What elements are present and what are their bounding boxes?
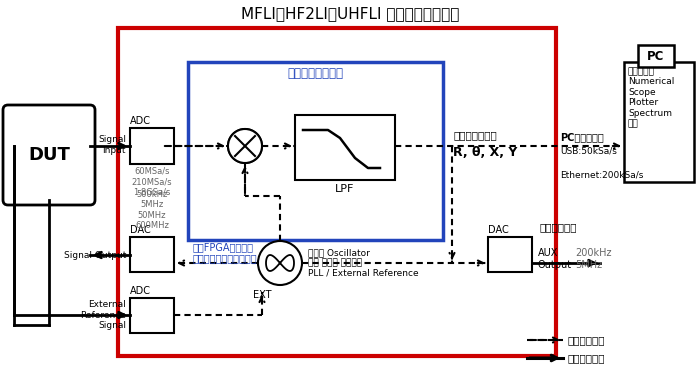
Bar: [130, 237, 174, 272]
Text: 500kHz
5MHz
50MHz
600MHz: 500kHz 5MHz 50MHz 600MHz: [135, 190, 169, 230]
Text: Ethernet:200kSa/s: Ethernet:200kSa/s: [560, 170, 643, 179]
Text: EXT: EXT: [253, 290, 272, 300]
Text: データ表示
Numerical
Scope
Plotter
Spectrum
など: データ表示 Numerical Scope Plotter Spectrum な…: [628, 67, 674, 128]
Text: USB:50kSa/s: USB:50kSa/s: [560, 146, 617, 155]
Text: アナログ出力: アナログ出力: [540, 222, 578, 232]
Circle shape: [228, 129, 262, 163]
Text: デジタル信号: デジタル信号: [568, 335, 606, 345]
Text: Signal Output: Signal Output: [64, 250, 126, 260]
Text: 200kHz
5MHz: 200kHz 5MHz: [575, 248, 612, 269]
Bar: [130, 298, 174, 333]
Bar: [488, 237, 532, 272]
Text: 内蔵FPGAによる、
フルデジタルロックイン: 内蔵FPGAによる、 フルデジタルロックイン: [193, 242, 258, 264]
Circle shape: [228, 129, 262, 163]
Text: DAC: DAC: [488, 225, 509, 235]
Bar: [295, 115, 395, 180]
Circle shape: [258, 241, 302, 285]
Text: Signal
Input: Signal Input: [98, 135, 126, 155]
Bar: [624, 62, 694, 182]
Text: AUX
Output: AUX Output: [538, 248, 572, 269]
Text: 発振器 Oscillator
内部 または 外部参照
PLL / External Reference: 発振器 Oscillator 内部 または 外部参照 PLL / Externa…: [308, 248, 419, 278]
Text: PC: PC: [648, 49, 665, 62]
Text: ADC: ADC: [130, 116, 151, 126]
Text: ロックインアンプ: ロックインアンプ: [287, 67, 343, 80]
Bar: [638, 45, 674, 67]
Text: ADC: ADC: [130, 286, 151, 296]
Text: MFLI、HF2LI、UHFLI ロックインアンプ: MFLI、HF2LI、UHFLI ロックインアンプ: [241, 6, 459, 21]
Bar: [188, 62, 443, 240]
Text: DAC: DAC: [130, 225, 150, 235]
Bar: [118, 28, 556, 356]
Text: アナログ信号: アナログ信号: [568, 353, 606, 363]
FancyBboxPatch shape: [3, 105, 95, 205]
Text: R, θ, X, Y: R, θ, X, Y: [453, 146, 517, 159]
Text: LPF: LPF: [335, 184, 355, 194]
Bar: [130, 128, 174, 164]
Text: 60MSa/s
210MSa/s
1.8GSa/s: 60MSa/s 210MSa/s 1.8GSa/s: [132, 167, 172, 197]
Text: External
Reference
Signal: External Reference Signal: [80, 300, 126, 330]
Text: PCデータ転送: PCデータ転送: [560, 132, 603, 142]
Text: ロックイン出力: ロックイン出力: [453, 130, 497, 140]
Text: DUT: DUT: [28, 146, 70, 164]
